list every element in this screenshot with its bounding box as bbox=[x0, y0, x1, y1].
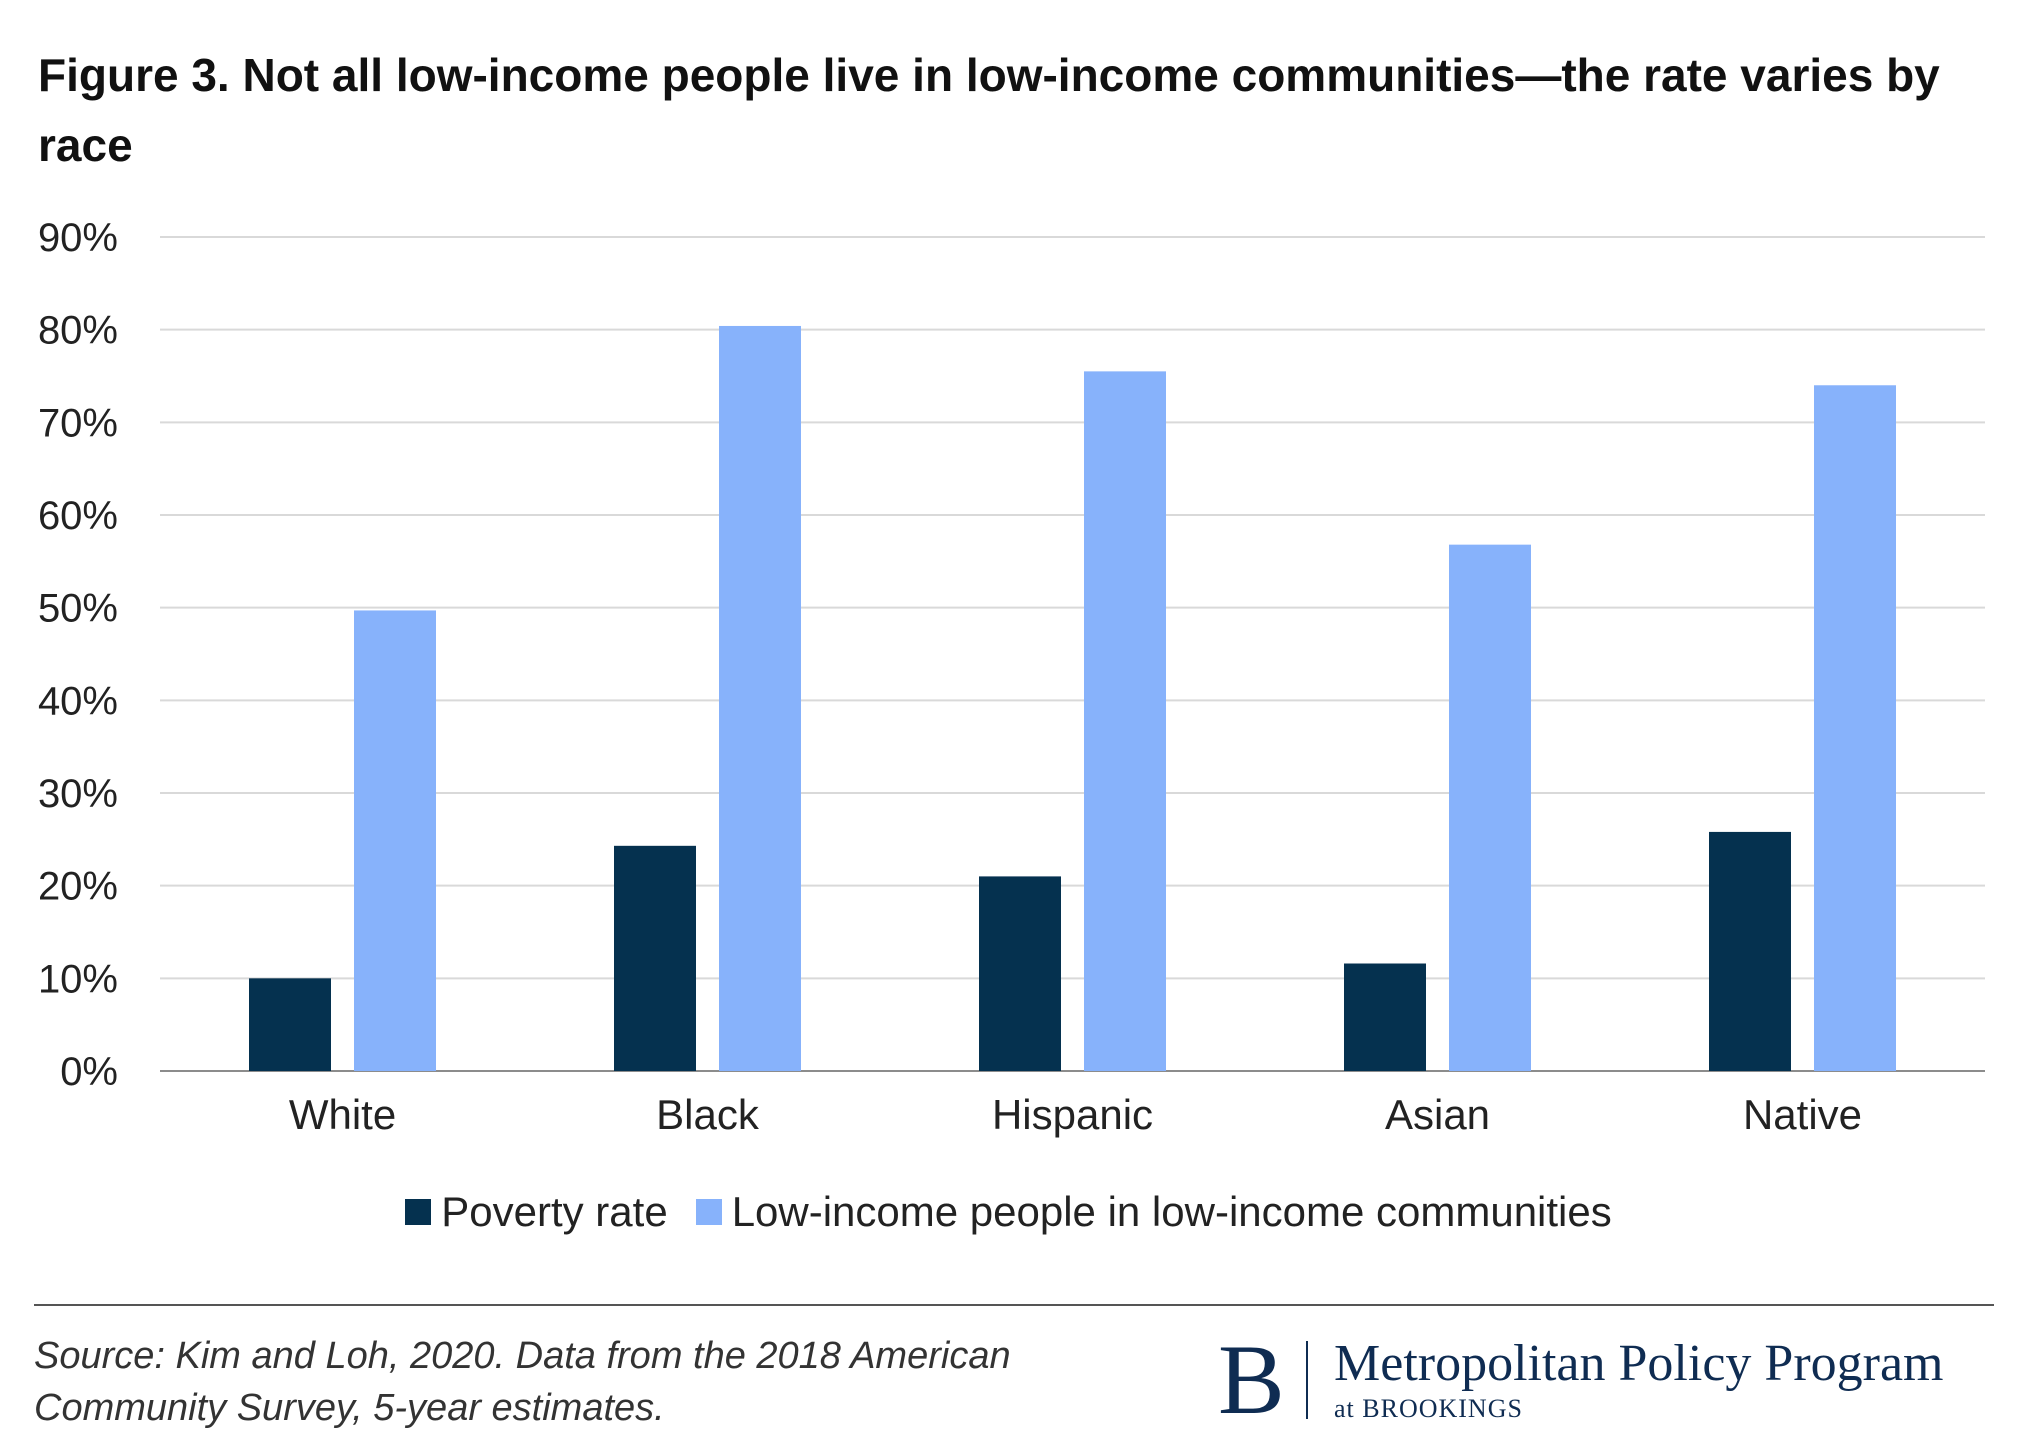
legend-label-low-income-communities: Low-income people in low-income communit… bbox=[731, 1188, 1612, 1235]
bar-black-series-1 bbox=[614, 845, 696, 1071]
logo-institution: at BROOKINGS bbox=[1334, 1394, 1523, 1423]
x-tick-label-asian: Asian bbox=[1385, 1091, 1490, 1138]
legend-item-low-income-communities: Low-income people in low-income communit… bbox=[695, 1188, 1612, 1236]
legend-label-poverty-rate: Poverty rate bbox=[441, 1188, 668, 1235]
y-tick-label-60: 60% bbox=[38, 494, 118, 538]
logo-program-name: Metropolitan Policy Program bbox=[1334, 1335, 1944, 1392]
x-tick-label-hispanic: Hispanic bbox=[992, 1091, 1153, 1138]
y-tick-label-20: 20% bbox=[38, 865, 118, 909]
bar-black-series-2 bbox=[719, 325, 801, 1072]
bar-native-series-1 bbox=[1709, 831, 1791, 1071]
chart-legend: Poverty rate Low-income people in low-in… bbox=[0, 1188, 2017, 1236]
logo-separator bbox=[1306, 1341, 1308, 1419]
y-tick-label-50: 50% bbox=[38, 587, 118, 631]
footer-divider bbox=[34, 1304, 1994, 1306]
bar-white-series-2 bbox=[354, 610, 436, 1071]
logo-letter: B bbox=[1218, 1324, 1285, 1435]
source-note: Source: Kim and Loh, 2020. Data from the… bbox=[34, 1335, 1011, 1429]
legend-swatch-poverty-rate bbox=[405, 1199, 432, 1225]
logo-text: Metropolitan Policy Program at BROOKINGS bbox=[1334, 1335, 1943, 1425]
chart-title: Figure 3. Not all low-income people live… bbox=[38, 49, 1940, 171]
bar-chart: 0% 10% 20% 30% 40% 50% 60% 70% 80% 90% White Black H… bbox=[38, 216, 1985, 1138]
bar-asian-series-2 bbox=[1449, 544, 1531, 1071]
legend-swatch-low-income-communities bbox=[695, 1199, 722, 1225]
x-tick-label-white: White bbox=[289, 1091, 396, 1138]
y-tick-label-80: 80% bbox=[38, 309, 118, 353]
x-tick-label-black: Black bbox=[656, 1091, 760, 1138]
y-tick-label-30: 30% bbox=[38, 772, 118, 816]
y-tick-label-0: 0% bbox=[60, 1050, 118, 1094]
y-tick-label-40: 40% bbox=[38, 679, 118, 723]
bar-hispanic-series-1 bbox=[979, 876, 1061, 1071]
legend-item-poverty-rate: Poverty rate bbox=[405, 1188, 668, 1236]
bar-asian-series-1 bbox=[1344, 963, 1426, 1071]
y-tick-label-70: 70% bbox=[38, 401, 118, 445]
bar-hispanic-series-2 bbox=[1084, 371, 1166, 1071]
x-tick-label-native: Native bbox=[1743, 1091, 1862, 1138]
y-tick-label-10: 10% bbox=[38, 957, 118, 1001]
bar-native-series-2 bbox=[1814, 385, 1896, 1071]
y-tick-label-90: 90% bbox=[38, 216, 118, 260]
bar-white-series-1 bbox=[249, 978, 331, 1071]
brookings-logo: B Metropolitan Policy Program at BROOKIN… bbox=[1218, 1330, 1943, 1430]
